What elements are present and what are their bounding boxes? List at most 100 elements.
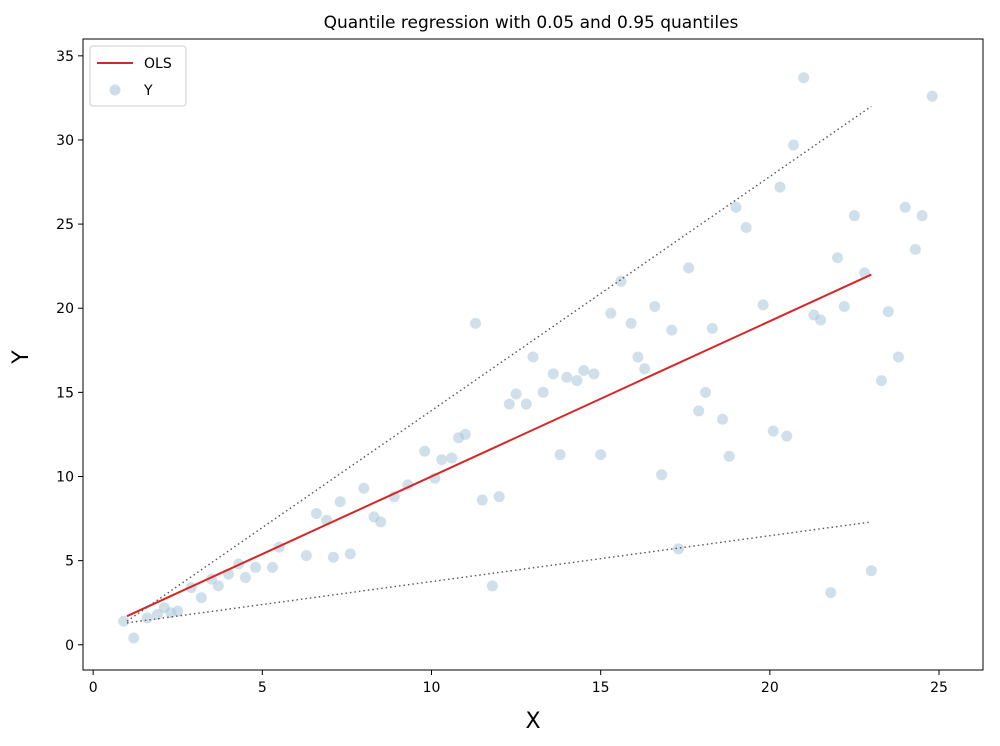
scatter-point [882, 306, 894, 318]
y-tick-label: 25 [56, 217, 74, 233]
scatter-point [700, 386, 712, 398]
scatter-point [595, 449, 607, 461]
scatter-point [510, 388, 522, 400]
scatter-point [547, 368, 559, 380]
scatter-point [486, 580, 498, 592]
scatter-point [250, 561, 262, 573]
x-tick-label: 0 [89, 680, 98, 696]
scatter-point [926, 90, 938, 102]
scatter-point [838, 301, 850, 313]
scatter-point [916, 210, 928, 222]
scatter-point [436, 454, 448, 466]
scatter-point [195, 592, 207, 604]
scatter-point [327, 551, 339, 563]
x-tick-label: 25 [930, 680, 948, 696]
scatter-point [706, 322, 718, 334]
scatter-point [239, 571, 251, 583]
scatter-point [693, 405, 705, 417]
scatter-point [625, 317, 637, 329]
scatter-point [875, 375, 887, 387]
y-tick-label: 15 [56, 385, 74, 401]
scatter-point [909, 243, 921, 255]
scatter-point [730, 201, 742, 213]
chart-title: Quantile regression with 0.05 and 0.95 q… [324, 13, 739, 33]
scatter-point [561, 371, 573, 383]
y-tick-label: 30 [56, 133, 74, 149]
scatter-point [310, 508, 322, 520]
scatter-point [639, 363, 651, 375]
scatter-point [605, 307, 617, 319]
scatter-point [723, 450, 735, 462]
scatter-point [716, 413, 728, 425]
y-axis-label: Y [9, 350, 34, 365]
y-tick-label: 10 [56, 469, 74, 485]
scatter-point [476, 494, 488, 506]
scatter-point [578, 364, 590, 376]
scatter-point [128, 632, 140, 644]
scatter-point [892, 351, 904, 363]
legend-ols-label: OLS [144, 56, 172, 72]
scatter-point [649, 301, 661, 313]
scatter-point [848, 210, 860, 222]
scatter-point [344, 548, 356, 560]
ols-line [126, 273, 872, 618]
scatter-point [172, 605, 184, 617]
scatter-point [815, 314, 827, 326]
y-tick-label: 35 [56, 49, 74, 65]
scatter-point [832, 252, 844, 264]
scatter-point [666, 324, 678, 336]
x-tick-label: 5 [258, 680, 267, 696]
scatter-point [419, 445, 431, 457]
scatter-point [459, 428, 471, 440]
axis-ticks: 0 5 10 15 20 25 0 5 10 15 20 25 30 35 [56, 49, 948, 696]
x-tick-label: 15 [592, 680, 610, 696]
scatter-point [672, 543, 684, 555]
scatter-point [537, 386, 549, 398]
legend: OLS Y [89, 45, 187, 107]
scatter-point [151, 608, 163, 620]
scatter-point [781, 430, 793, 442]
scatter-point [740, 221, 752, 233]
y-tick-label: 5 [65, 554, 74, 570]
scatter-point [141, 612, 153, 624]
scatter-point [493, 491, 505, 503]
legend-box [89, 45, 187, 107]
y-tick-label: 20 [56, 301, 74, 317]
quantile-line [126, 521, 872, 624]
scatter-point [825, 587, 837, 599]
scatter-point [588, 368, 600, 380]
scatter-point [446, 452, 458, 464]
scatter-point [683, 262, 695, 274]
scatter-point [520, 398, 532, 410]
scatter-point [334, 496, 346, 508]
scatter-point [358, 482, 370, 494]
y-tick-label: 0 [65, 638, 74, 654]
scatter-point [899, 201, 911, 213]
scatter-point [300, 550, 312, 562]
scatter-point [757, 299, 769, 311]
scatter-point [554, 449, 566, 461]
scatter-point [656, 469, 668, 481]
scatter-point [774, 181, 786, 193]
x-axis-label: X [525, 709, 540, 734]
x-tick-label: 20 [761, 680, 779, 696]
scatter-point [571, 375, 583, 387]
series-layer [118, 72, 938, 644]
scatter-point [469, 317, 481, 329]
scatter-point [375, 516, 387, 528]
scatter-point [788, 139, 800, 151]
scatter-point [503, 398, 515, 410]
x-tick-label: 10 [423, 680, 441, 696]
scatter-point [865, 565, 877, 577]
scatter-point [798, 72, 810, 84]
legend-y-swatch [109, 84, 121, 96]
scatter-point [212, 580, 224, 592]
legend-y-label: Y [143, 83, 153, 99]
scatter-point [615, 275, 627, 287]
scatter-point [118, 615, 130, 627]
scatter-point [767, 425, 779, 437]
scatter-point [527, 351, 539, 363]
scatter-point [632, 351, 644, 363]
scatter-point [266, 561, 278, 573]
